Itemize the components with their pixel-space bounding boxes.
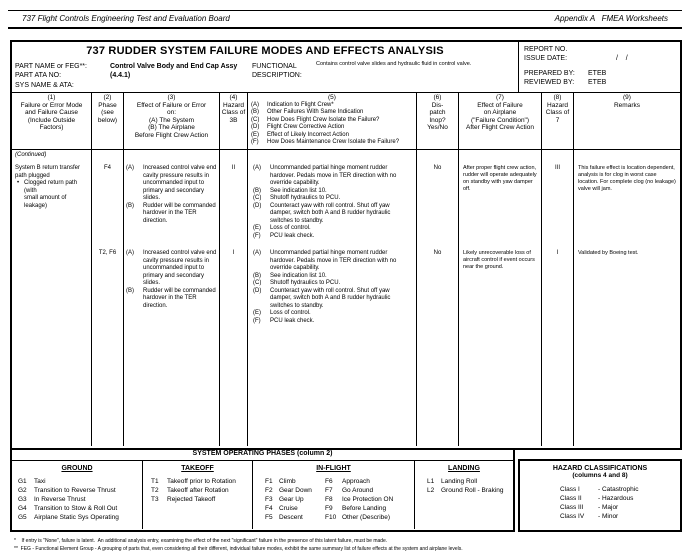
column-header-4: (4) Hazard Class of 3B <box>220 93 248 149</box>
issue-date-value: / / <box>616 55 628 62</box>
column-header-7: (7) Effect of Failure on Airplane ("Fail… <box>459 93 542 149</box>
row1-effect-after: After proper flight crew action, rudder … <box>463 165 537 192</box>
footnotes: * If entry is "None", failure is latent.… <box>14 538 463 553</box>
row2-effect-after: Likely unrecoverable loss of aircraft co… <box>463 250 535 270</box>
ground-title: GROUND <box>61 465 93 472</box>
landing-title: LANDING <box>448 465 480 472</box>
inflight-list-b: F6 Approach F7 Go Around F8 Ice Protection … <box>325 478 394 521</box>
col-effect-after: After proper flight crew action, rudder … <box>459 150 542 446</box>
operating-phases-header: SYSTEM OPERATING PHASES (column 2) <box>12 448 513 461</box>
issue-date-row: ISSUE DATE: / / <box>524 54 675 63</box>
functional-description-value: Contains control valve slides and hydrau… <box>316 61 472 67</box>
hazard-title: HAZARD CLASSIFICATIONS <box>552 465 648 472</box>
issue-date-label: ISSUE DATE: <box>524 55 568 62</box>
part-name-label: PART NAME or FEG**: <box>15 63 87 70</box>
page-header: 737 Flight Controls Engineering Test and… <box>8 10 682 29</box>
row2-dispatch: No <box>433 250 442 256</box>
bullet-icon: • <box>17 180 20 186</box>
column-header-5-number: (5) <box>328 94 336 101</box>
title-block: 737 RUDDER SYSTEM FAILURE MODES AND EFFE… <box>12 42 680 93</box>
row2-indications: (A) Uncommanded partial hinge moment rudd… <box>253 250 397 324</box>
row1-hazard-7: III <box>554 165 560 171</box>
row1-failure-mode: System B return transfer path plugged • … <box>15 165 81 209</box>
part-name-value: Control Valve Body and End Cap Assy <box>110 63 238 70</box>
phases-takeoff: TAKEOFF T1 Takeoff prior to Rotation T2 Ta… <box>143 461 253 529</box>
prepared-by-value: ETEB <box>588 70 607 77</box>
column-headers: (1) Failure or Error Mode and Failure Ca… <box>12 93 680 150</box>
hazard-classifications-box: HAZARD CLASSIFICATIONS (columns 4 and 8)… <box>518 459 682 532</box>
table-body: (Continued) System B return transfer pat… <box>12 150 680 446</box>
col-hazard-3b: II I <box>220 150 248 446</box>
title-block-left: 737 RUDDER SYSTEM FAILURE MODES AND EFFE… <box>12 42 518 92</box>
col-phase: F4 T2, F6 <box>92 150 124 446</box>
functional-label-line2: DESCRIPTION: <box>252 72 302 79</box>
report-no-label: REPORT NO. <box>524 46 568 53</box>
report-no-row: REPORT NO. <box>524 45 675 54</box>
reviewed-by-row: REVIEWED BY: ETEB <box>524 78 675 87</box>
bottom-section: SYSTEM OPERATING PHASES (column 2) GROUN… <box>10 448 682 538</box>
row2-effects: (A) Increased control valve end cavity pr… <box>126 250 217 309</box>
inflight-list-a: F1 Climb F2 Gear Down F3 Gear Up F4 Cruise F… <box>265 478 312 521</box>
page-header-right: Appendix A FMEA Worksheets <box>554 13 668 23</box>
reviewed-by-label: REVIEWED BY: <box>524 79 575 86</box>
col-remarks: This failure effect is location dependen… <box>574 150 680 446</box>
reviewed-by-value: ETEB <box>588 79 607 86</box>
fmea-worksheet: 737 RUDDER SYSTEM FAILURE MODES AND EFFE… <box>10 40 682 450</box>
col-indications: (A) Uncommanded partial hinge moment rudd… <box>248 150 417 446</box>
column-header-8: (8) Hazard Class of 7 <box>542 93 574 149</box>
continued-note: (Continued) <box>15 152 47 158</box>
operating-phases-box: SYSTEM OPERATING PHASES (column 2) GROUN… <box>10 448 515 532</box>
col-dispatch: No No <box>417 150 459 446</box>
column-header-6: (6) Dis- patch Inop? Yes/No <box>417 93 459 149</box>
column-header-2: (2) Phase (see below) <box>92 93 124 149</box>
footnote-latent: * If entry is "None", failure is latent.… <box>14 538 388 544</box>
column-header-1: (1) Failure or Error Mode and Failure Ca… <box>12 93 92 149</box>
row1-indications: (A) Uncommanded partial hinge moment rudd… <box>253 165 397 239</box>
takeoff-title: TAKEOFF <box>181 465 214 472</box>
row1-remarks: This failure effect is location dependen… <box>578 165 676 192</box>
footnote-feg: ** FEG - Functional Element Group - A gr… <box>14 545 463 552</box>
row2-phase: T2, F6 <box>98 250 117 256</box>
column-header-5-items: (A) Indication to Flight Crew* (B) Other F… <box>251 101 400 146</box>
row1-dispatch: No <box>433 165 442 171</box>
row1-effects: (A) Increased control valve end cavity pr… <box>126 165 217 224</box>
col-effect-before: (A) Increased control valve end cavity pr… <box>124 150 220 446</box>
col-hazard-7: III I <box>542 150 574 446</box>
part-ata-value: (4.4.1) <box>110 72 131 79</box>
row1-hazard-3b: II <box>231 165 236 171</box>
phases-landing: LANDING L1 Landing Roll L2 Ground Roll - B… <box>415 461 513 529</box>
sys-name-label: SYS NAME & ATA: <box>15 82 74 89</box>
inflight-title: IN-FLIGHT <box>316 465 351 472</box>
prepared-by-row: PREPARED BY: ETEB <box>524 69 675 78</box>
row2-hazard-3b: I <box>232 250 235 256</box>
row2-hazard-7: I <box>556 250 559 256</box>
prepared-by-label: PREPARED BY: <box>524 70 575 77</box>
row2-remarks: Validated by Boeing test. <box>578 250 639 256</box>
part-ata-label: PART ATA NO: <box>15 72 62 79</box>
worksheet-title: 737 RUDDER SYSTEM FAILURE MODES AND EFFE… <box>86 45 444 57</box>
phases-ground: GROUND G1 Taxi G2 Transition to Reverse Th… <box>12 461 143 529</box>
report-box: REPORT NO. ISSUE DATE: / / PREPARED BY: … <box>518 42 680 92</box>
hazard-subtitle: (columns 4 and 8) <box>572 472 628 479</box>
row1-phase: F4 <box>103 165 111 171</box>
column-header-5: (5) (A) Indication to Flight Crew* (B) Oth… <box>248 93 417 149</box>
functional-label-line1: FUNCTIONAL <box>252 63 297 70</box>
column-header-9: (9) Remarks <box>613 94 640 109</box>
col-failure-mode: (Continued) System B return transfer pat… <box>12 150 92 446</box>
column-header-3: (3) Effect of Failure or Error on: (A) T… <box>124 93 220 149</box>
page-header-left: 737 Flight Controls Engineering Test and… <box>22 13 230 23</box>
phases-inflight: IN-FLIGHT F1 Climb F2 Gear Down F3 Gear Up … <box>253 461 415 529</box>
